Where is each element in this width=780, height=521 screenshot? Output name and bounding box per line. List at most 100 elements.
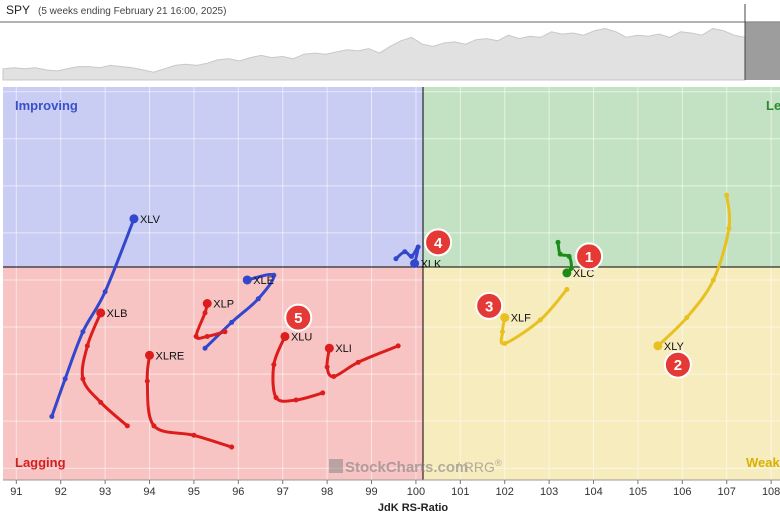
x-axis-area: [0, 480, 780, 516]
trail-label: XLV: [140, 214, 161, 226]
trail-point: [255, 296, 261, 302]
badge-circle: [475, 291, 504, 320]
badge-4: 4: [424, 228, 453, 257]
badge-circle: [284, 303, 313, 332]
trail-point: [151, 423, 157, 429]
trail-point: [537, 317, 543, 323]
trail-point: [124, 423, 130, 429]
x-tick-label: 99: [365, 486, 377, 498]
trail-point: [84, 343, 90, 349]
trail-head-point: [280, 331, 290, 341]
trail-point: [568, 265, 574, 271]
trail-point: [62, 376, 68, 382]
watermark-brand: StockCharts.com: [345, 459, 468, 476]
x-tick-label: 104: [584, 486, 602, 498]
period-subtitle: (5 weeks ending February 21 16:00, 2025): [38, 6, 226, 17]
trail-head-point: [562, 268, 572, 278]
trail-label: XLU: [291, 331, 312, 343]
trail-point: [395, 343, 401, 349]
price-strip: [0, 4, 780, 81]
trail-point: [222, 329, 228, 335]
trail-point: [726, 225, 732, 231]
badge-number: 4: [434, 235, 443, 252]
trail-label: XLP: [213, 299, 234, 311]
watermark-suffix: / RRG: [456, 459, 495, 475]
improving-quadrant: [3, 87, 423, 267]
x-tick-label: 107: [718, 486, 736, 498]
trail-xli: XLI: [324, 343, 401, 379]
trail-label: XLK: [421, 258, 442, 270]
trail-point: [293, 397, 299, 403]
trail-point: [408, 253, 414, 259]
annotation-badges: 1 2 3 4 5: [284, 228, 692, 379]
trail-point: [710, 277, 716, 283]
trail-xlp: XLP: [193, 299, 234, 340]
trail-head-point: [324, 343, 334, 353]
trail-label: XLC: [573, 268, 594, 280]
trail-label: XLE: [253, 275, 274, 287]
trail-point: [202, 310, 208, 316]
trail-point: [402, 249, 408, 255]
x-axis-ticks: 91 92 93 94 95 96 97 98 99 100 101 102 103 104 105 106 1…: [10, 480, 780, 498]
trail-head-point: [129, 214, 139, 224]
symbol-label: SPY: [6, 3, 30, 17]
x-tick-label: 100: [407, 486, 425, 498]
trail-label: XLF: [511, 313, 531, 325]
rotation-trails: XLV XLK XLE XLC XLF XLY XLB XLRE XLP XLU XLI: [49, 192, 732, 450]
trail-point: [80, 376, 86, 382]
stockcharts-watermark: StockCharts.com / RRG ®: [329, 458, 502, 476]
x-tick-label: 101: [451, 486, 469, 498]
trail-head-point: [500, 313, 510, 323]
trail-point: [271, 272, 277, 278]
trail-xly: XLY: [653, 192, 732, 353]
trail-point: [566, 253, 572, 259]
badge-number: 2: [674, 357, 682, 374]
badge-number: 5: [294, 310, 302, 327]
trail-xlk: XLK: [393, 244, 442, 270]
trail-point: [415, 244, 421, 250]
trail-head-point: [202, 299, 212, 309]
trail-point: [557, 251, 563, 257]
trail-head-point: [653, 341, 663, 351]
trail-point: [502, 341, 508, 347]
trail-xlv: XLV: [49, 214, 161, 419]
trail-point: [684, 315, 690, 321]
trail-head-point: [145, 350, 155, 360]
trail-point: [555, 239, 561, 245]
badge-1: 1: [575, 242, 604, 271]
trail-point: [193, 333, 199, 339]
current-period-window: [745, 22, 780, 80]
x-tick-label: 106: [673, 486, 691, 498]
trail-point: [324, 364, 330, 370]
trail-point: [724, 192, 730, 198]
lagging-quadrant: [3, 267, 423, 480]
trail-point: [229, 319, 235, 325]
trail-head-point: [96, 308, 106, 318]
trail-point: [564, 286, 570, 292]
badge-circle: [575, 242, 604, 271]
trail-point: [49, 413, 55, 419]
trail-point: [320, 390, 326, 396]
x-tick-label: 103: [540, 486, 558, 498]
x-tick-label: 93: [99, 486, 111, 498]
x-tick-label: 94: [143, 486, 155, 498]
badge-number: 3: [485, 298, 493, 315]
trail-xlu: XLU: [271, 331, 326, 403]
trail-xlre: XLRE: [144, 350, 235, 450]
x-tick-label: 92: [55, 486, 67, 498]
x-tick-label: 91: [10, 486, 22, 498]
stockcharts-logo-icon: [329, 459, 343, 473]
leading-quadrant: [423, 87, 780, 267]
x-tick-label: 95: [188, 486, 200, 498]
trail-label: XLB: [107, 308, 128, 320]
trail-xlc: XLC: [555, 239, 594, 280]
trail-point: [191, 432, 197, 438]
trail-head-point: [242, 275, 252, 285]
badge-circle: [663, 350, 692, 379]
trail-point: [98, 399, 104, 405]
trail-point: [202, 345, 208, 351]
trail-point: [102, 289, 108, 295]
x-tick-label: 97: [277, 486, 289, 498]
trail-point: [355, 359, 361, 365]
